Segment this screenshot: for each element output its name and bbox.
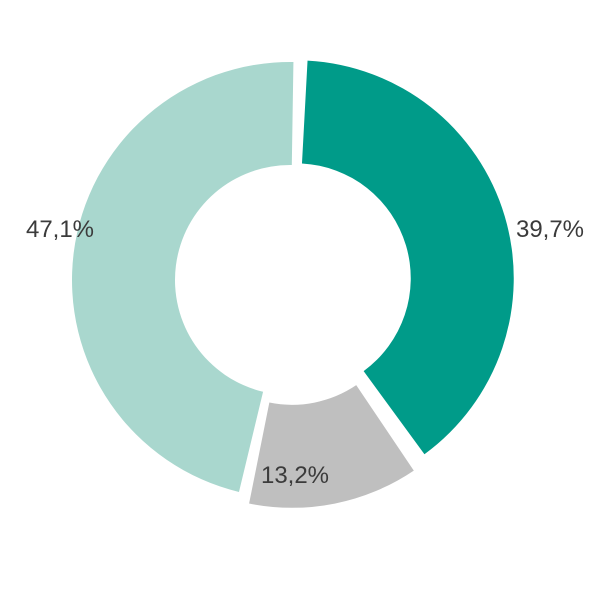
- donut-svg: [0, 0, 616, 596]
- slice-label: 39,7%: [516, 216, 584, 244]
- donut-slice: [302, 61, 514, 455]
- donut-chart: 39,7% 13,2% 47,1%: [0, 0, 616, 596]
- slice-label: 13,2%: [261, 462, 329, 490]
- donut-slice: [72, 62, 293, 492]
- slice-label: 47,1%: [26, 216, 94, 244]
